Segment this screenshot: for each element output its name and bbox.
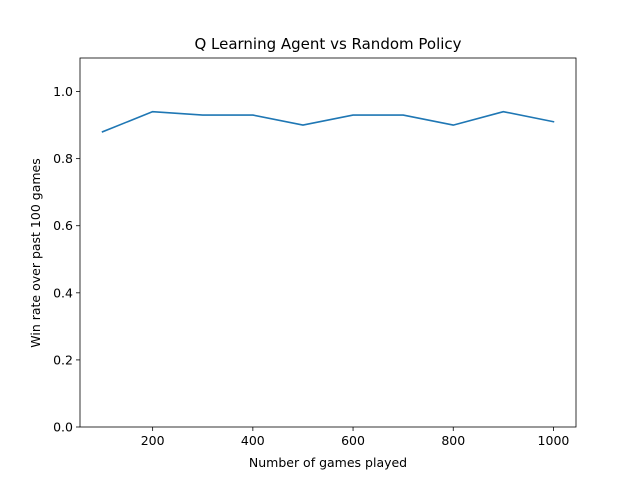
- chart-title: Q Learning Agent vs Random Policy: [194, 35, 461, 53]
- x-axis-label: Number of games played: [249, 455, 407, 470]
- x-tick-label: 400: [241, 433, 265, 448]
- y-tick-label: 0.2: [53, 352, 73, 367]
- x-tick-label: 600: [341, 433, 365, 448]
- y-tick-label: 0.8: [53, 151, 73, 166]
- x-tick-label: 1000: [538, 433, 570, 448]
- y-tick-label: 1.0: [53, 84, 73, 99]
- x-tick-label: 200: [141, 433, 165, 448]
- y-tick-label: 0.0: [53, 420, 73, 435]
- series-line: [101, 110, 555, 133]
- axes-frame: [79, 57, 577, 428]
- y-tick-label: 0.6: [53, 218, 73, 233]
- plot-area: 200 400 600 800 1000 0.0 0.2 0.4 0.6 0.8 1.0: [53, 57, 577, 448]
- y-tick-label: 0.4: [53, 285, 73, 300]
- y-axis-label: Win rate over past 100 games: [28, 158, 43, 347]
- x-tick-label: 800: [441, 433, 465, 448]
